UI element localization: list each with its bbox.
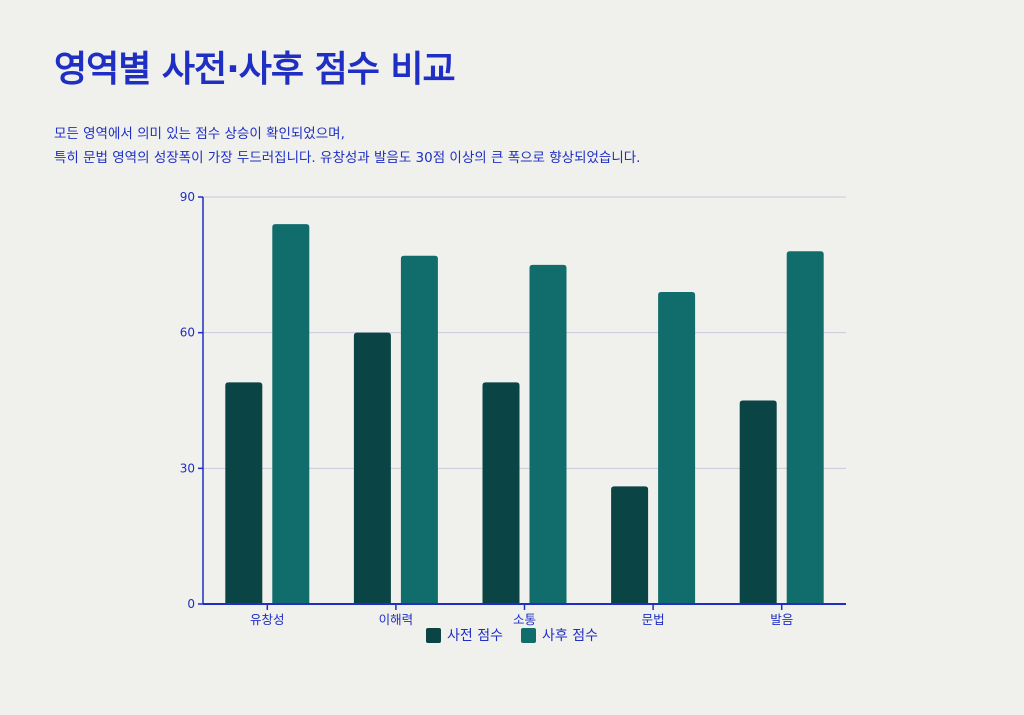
subtitle-line-2: 특히 문법 영역의 성장폭이 가장 두드러집니다. 유창성과 발음도 30점 이…: [54, 150, 641, 166]
x-tick-label: 유창성: [250, 612, 285, 627]
x-tick-label: 이해력: [379, 612, 414, 627]
x-tick-label: 문법: [642, 612, 665, 627]
bar-pre: [611, 486, 649, 604]
x-tick-label: 소통: [513, 612, 536, 627]
bar-post: [272, 224, 310, 604]
bar-post: [529, 264, 567, 604]
legend-item-pre: 사전 점수: [426, 625, 503, 645]
bar-post: [658, 291, 696, 604]
bar-pre: [225, 382, 263, 604]
legend-swatch-pre: [426, 627, 442, 643]
subtitle: 모든 영역에서 의미 있는 점수 상승이 확인되었으며, 특히 문법 영역의 성…: [54, 122, 640, 170]
y-tick-label: 0: [187, 597, 195, 611]
bar-pre: [482, 382, 520, 604]
bar-post: [786, 251, 824, 604]
x-tick-label: 발음: [770, 612, 793, 627]
bar-post: [400, 255, 438, 605]
y-tick-label: 90: [180, 190, 195, 204]
y-tick-label: 30: [180, 461, 195, 475]
bar-pre: [739, 400, 777, 604]
y-tick-label: 60: [180, 326, 195, 340]
subtitle-line-1: 모든 영역에서 의미 있는 점수 상승이 확인되었으며,: [54, 126, 345, 142]
legend-item-post: 사후 점수: [521, 625, 598, 645]
legend-swatch-post: [521, 627, 536, 643]
bar-pre: [353, 332, 391, 604]
legend-label-pre: 사전 점수: [447, 628, 503, 644]
page-title: 영역별 사전·사후 점수 비교: [54, 49, 456, 90]
legend-label-post: 사후 점수: [542, 628, 598, 644]
legend: 사전 점수 사후 점수: [0, 625, 1024, 645]
